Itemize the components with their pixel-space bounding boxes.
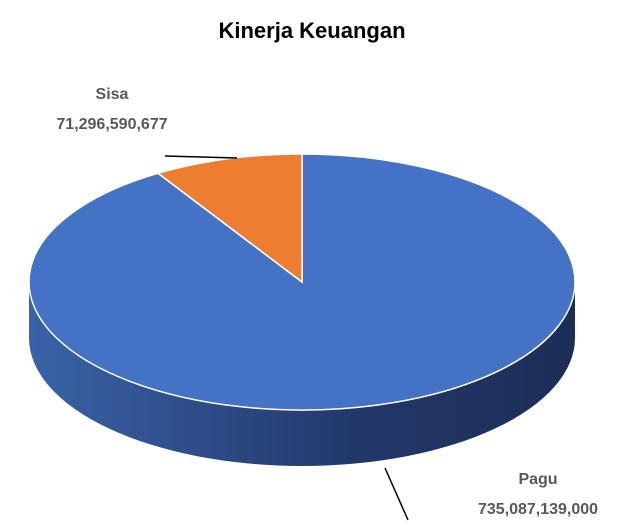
- category-label: Sisa: [96, 86, 129, 103]
- pie-slice: [28, 153, 576, 411]
- pie-side: [29, 282, 575, 466]
- pie-slice: [156, 153, 303, 284]
- leader-line: [384, 467, 409, 521]
- chart-title: Kinerja Keuangan: [218, 18, 405, 43]
- leader-line: [164, 155, 238, 159]
- value-label: 735,087,139,000: [478, 501, 598, 518]
- value-label: 71,296,590,677: [56, 116, 167, 133]
- category-label: Pagu: [518, 471, 557, 488]
